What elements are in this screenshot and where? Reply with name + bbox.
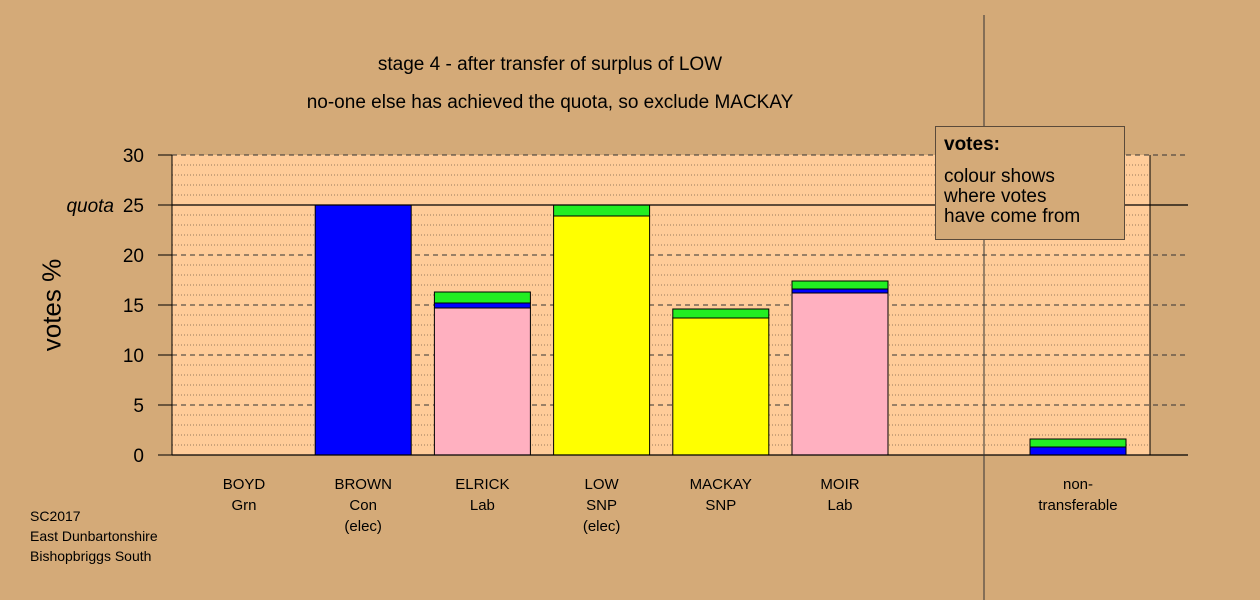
category-label-line: MOIR [820,476,860,493]
category-label-line: (elec) [344,518,382,535]
legend-line: colour shows [944,166,1055,187]
bar-mackay-label: MACKAY SNP [661,474,781,516]
y-tick-label: 20 [123,246,144,267]
category-label-line: non- [1062,476,1094,493]
y-tick-label: 0 [133,446,144,467]
bar-low-segment-yellow [553,215,651,456]
bar-moir-segment-blue [791,288,889,294]
footer-line: SC2017 [30,508,81,524]
footer-info: SC2017 East Dunbartonshire Bishopbriggs … [30,506,158,566]
legend-line: where votes [944,186,1047,207]
bar-boyd-label: BOYD Grn [184,474,304,516]
y-tick-label: 10 [123,346,144,367]
category-label-line: Lab [469,497,495,514]
legend-box: votes: colour shows where votes have com… [935,126,1125,240]
category-label-line: Con [349,497,377,514]
footer-line: Bishopbriggs South [30,548,152,564]
bar-elrick-segment-pink [433,307,531,456]
category-label-line: BROWN [334,476,392,493]
quota-label: quota [66,196,114,217]
category-label-line: SNP [705,497,737,514]
chart-title: stage 4 - after transfer of surplus of L… [377,54,723,75]
bar-moir-segment-green [791,280,889,290]
chart-subtitle: no-one else has achieved the quota, so e… [306,92,794,113]
bar-nontransferable-segment-green [1029,438,1127,448]
category-label-line: ELRICK [455,476,510,493]
bar-nontransferable-label: non-transferable [1018,474,1138,516]
bar-low-label: LOW SNP (elec) [542,474,662,537]
category-label-line: Grn [231,497,257,514]
category-label-line: LOW [584,476,619,493]
bar-elrick-segment-green [433,291,531,304]
legend-title: votes: [944,134,1000,155]
bar-moir-label: MOIR Lab [780,474,900,516]
bar-mackay-segment-green [672,308,770,319]
bar-moir-segment-pink [791,292,889,456]
legend-line: have come from [944,206,1081,227]
category-label-line: SNP [586,497,618,514]
bar-nontransferable-segment-blue [1029,446,1127,456]
y-tick-label: 25 [123,196,144,217]
category-label-line: Lab [827,497,853,514]
y-tick-label: 5 [133,396,144,417]
category-label-line: (elec) [582,518,621,535]
y-tick-label: 30 [123,146,144,167]
footer-line: East Dunbartonshire [30,528,158,544]
bar-mackay-segment-yellow [672,317,770,456]
y-tick-label: 15 [123,296,144,317]
bar-low-segment-green [553,204,651,217]
bar-elrick-label: ELRICK Lab [422,474,542,516]
category-label-line: transferable [1038,497,1118,514]
bar-elrick-segment-blue [433,302,531,309]
bar-brown-segment-blue [314,204,412,456]
category-label-line: BOYD [222,476,266,493]
category-label-line: MACKAY [689,476,752,493]
y-axis-label: votes % [36,258,67,352]
bar-brown-label: BROWN Con (elec) [303,474,423,537]
